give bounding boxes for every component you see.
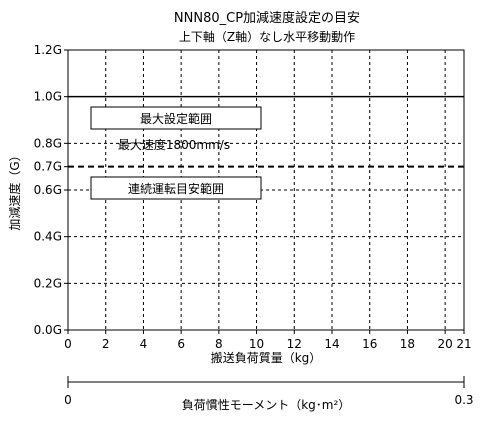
x-tick-label: 18 [400, 337, 415, 351]
y-tick-label: 0.6G [34, 183, 62, 197]
x-tick-label: 10 [249, 337, 264, 351]
secondary-axis: 0 0.3 負荷慣性モーメント（kg･m²） [64, 376, 474, 412]
annotation-continuous-range-box: 連続運転目安範囲 [90, 176, 262, 200]
x-tick-label: 2 [102, 337, 110, 351]
y-axis-label: 加減速度（G） [7, 149, 22, 230]
y-tick-label: 0.7G [34, 160, 62, 174]
x-axis-ticks: 0 2 4 6 8 10 12 14 16 18 20 21 [64, 330, 472, 351]
annotation-max-speed: 最大速度1800mm/s [118, 137, 230, 152]
y-tick-label: 1.0G [34, 90, 62, 104]
y-tick-label: 0.2G [34, 276, 62, 290]
x-tick-label: 14 [324, 337, 339, 351]
annotation-continuous-operation-range: 連続運転目安範囲 [128, 181, 224, 196]
secondary-axis-max: 0.3 [454, 393, 473, 407]
x-tick-label: 0 [64, 337, 72, 351]
y-axis-ticks: 0.0G 0.2G 0.4G 0.6G 0.7G 0.8G 1.0G 1.2G [34, 43, 68, 337]
x-tick-label: 4 [140, 337, 148, 351]
secondary-axis-label: 負荷慣性モーメント（kg･m²） [182, 397, 351, 412]
x-tick-label: 6 [177, 337, 185, 351]
chart-subtitle: 上下軸（Z軸）なし水平移動動作 [179, 30, 355, 44]
y-tick-label: 0.8G [34, 136, 62, 150]
x-tick-label: 21 [456, 337, 471, 351]
chart-title: NNN80_CP加減速度設定の目安 [174, 10, 360, 26]
x-tick-label: 12 [287, 337, 302, 351]
annotation-max-setting-range: 最大設定範囲 [140, 111, 212, 126]
x-tick-label: 8 [215, 337, 223, 351]
x-axis-label: 搬送負荷質量（kg） [211, 350, 322, 365]
y-tick-label: 0.4G [34, 230, 62, 244]
y-tick-label: 1.2G [34, 43, 62, 57]
annotation-max-setting-range-box: 最大設定範囲 [90, 106, 262, 130]
x-tick-label: 16 [362, 337, 377, 351]
x-tick-label: 20 [438, 337, 453, 351]
secondary-axis-min: 0 [64, 393, 72, 407]
series-lines [68, 95, 464, 168]
y-tick-label: 0.0G [34, 323, 62, 337]
